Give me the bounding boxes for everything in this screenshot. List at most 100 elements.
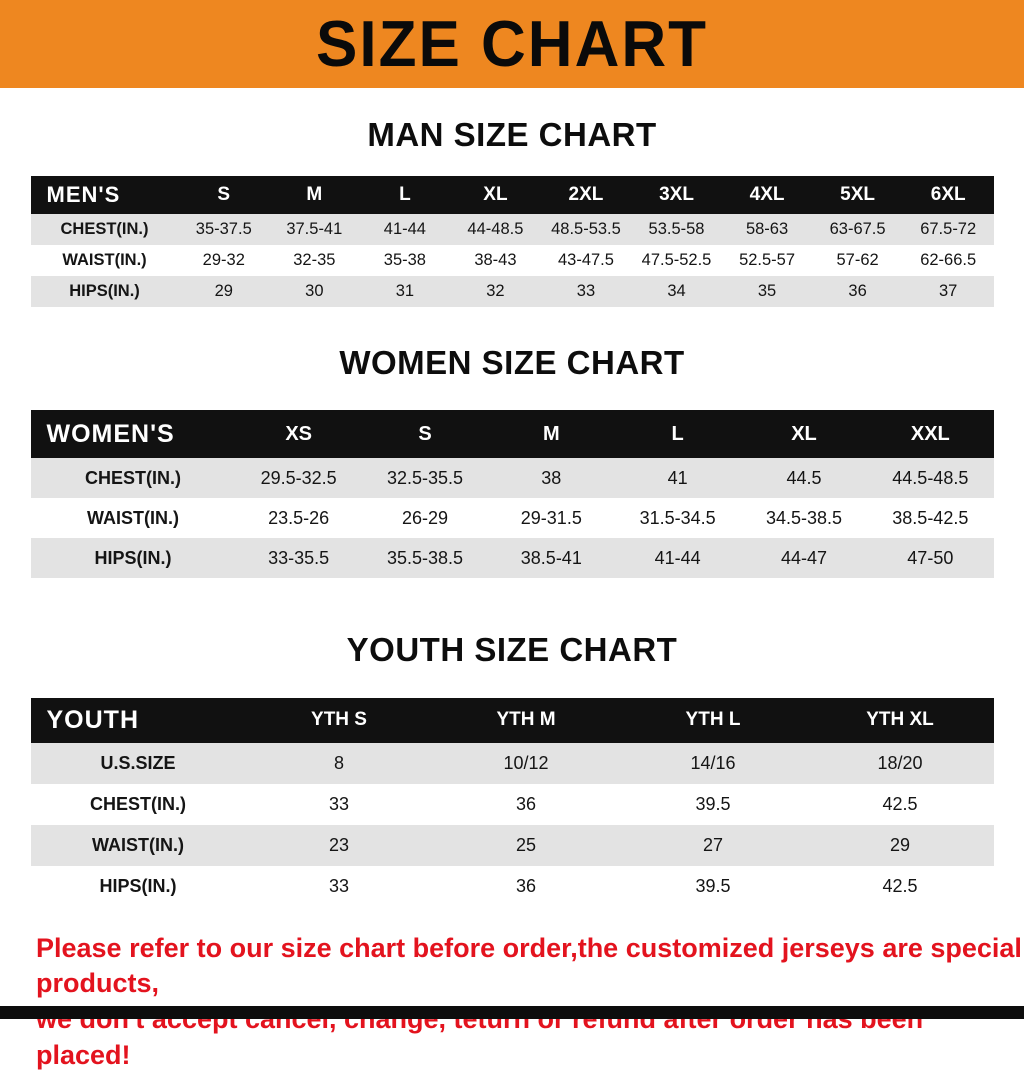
cell: 41-44 [654, 547, 701, 568]
cell: 35.5-38.5 [386, 547, 464, 568]
men-chest-row: CHEST(IN.) 35-37.5 37.5-41 41-44 44-48.5… [30, 213, 994, 245]
cell: 52.5-57 [739, 250, 796, 269]
cell: 30 [305, 281, 324, 300]
cell: 36 [848, 281, 867, 300]
women-size-table: WOMEN'S XS S M L XL XXL CHEST(IN.) 29.5-… [30, 410, 994, 579]
men-table-header-row: MEN'S S M L XL 2XL 3XL 4XL 5XL 6XL [30, 175, 994, 214]
cell: 41-44 [383, 219, 426, 238]
cell: 29-32 [202, 250, 245, 269]
row-label: CHEST(IN.) [90, 793, 186, 814]
cell: 35-37.5 [195, 219, 252, 238]
row-label: WAIST(IN.) [92, 834, 184, 855]
row-label: HIPS(IN.) [69, 281, 140, 300]
cell: 37 [939, 281, 958, 300]
cell: 23 [328, 834, 350, 855]
cell: 53.5-58 [648, 219, 705, 238]
youth-table-title: YOUTH [30, 697, 246, 743]
youth-ussize-row: U.S.SIZE 8 10/12 14/16 18/20 [30, 742, 994, 784]
youth-column-header: YTH L [619, 697, 807, 743]
cell: 57-62 [836, 250, 879, 269]
row-label: CHEST(IN.) [60, 219, 149, 238]
youth-hips-row: HIPS(IN.) 33 36 39.5 42.5 [31, 866, 994, 907]
section-youth: YOUTH SIZE CHART YOUTH YTH S YTH M YTH L… [0, 630, 1024, 907]
cell: 8 [333, 752, 344, 773]
men-column-header: M [269, 175, 360, 214]
cell: 32.5-35.5 [386, 467, 464, 488]
women-column-header: S [361, 410, 489, 459]
men-column-header: 5XL [812, 175, 903, 214]
men-column-header: XL [450, 175, 541, 214]
disclaimer-note: Please refer to our size chart before or… [36, 931, 1024, 1073]
cell: 62-66.5 [920, 250, 977, 269]
cell: 38.5-41 [520, 547, 582, 568]
cell: 33 [328, 875, 350, 896]
men-section-heading: MAN SIZE CHART [367, 116, 657, 153]
cell: 33-35.5 [268, 547, 330, 568]
cell: 37.5-41 [286, 219, 343, 238]
cell: 47.5-52.5 [641, 250, 712, 269]
men-column-header: 4XL [721, 175, 813, 214]
cell: 18/20 [877, 752, 923, 773]
men-column-header: 3XL [631, 175, 722, 214]
cell: 32 [486, 281, 505, 300]
bottom-bar [0, 1006, 1024, 1019]
row-label: WAIST(IN.) [62, 250, 147, 269]
men-column-header: 2XL [540, 175, 632, 214]
women-table-header-row: WOMEN'S XS S M L XL XXL [30, 410, 994, 459]
section-men: MAN SIZE CHART MEN'S S M L XL 2XL 3XL 4X… [0, 115, 1024, 307]
men-column-header: 6XL [902, 175, 994, 214]
women-waist-row: WAIST(IN.) 23.5-26 26-29 29-31.5 31.5-34… [31, 498, 994, 538]
cell: 33 [328, 793, 350, 814]
cell: 14/16 [690, 752, 736, 773]
row-label: HIPS(IN.) [94, 547, 172, 568]
row-label: CHEST(IN.) [85, 467, 181, 488]
women-column-header: XS [235, 410, 362, 459]
youth-column-header: YTH XL [806, 697, 994, 743]
cell: 31.5-34.5 [639, 507, 716, 528]
disclaimer-line-1: Please refer to our size chart before or… [36, 932, 1022, 999]
cell: 34 [667, 281, 686, 300]
cell: 38 [541, 467, 562, 488]
cell: 23.5-26 [268, 507, 330, 528]
cell: 31 [395, 281, 415, 300]
cell: 67.5-72 [920, 219, 977, 238]
women-column-header: XXL [867, 410, 994, 459]
women-table-title: WOMEN'S [30, 410, 236, 459]
cell: 44.5 [786, 467, 822, 488]
cell: 29 [889, 834, 911, 855]
cell: 33 [576, 281, 596, 300]
cell: 44-48.5 [467, 219, 524, 238]
cell: 48.5-53.5 [551, 219, 621, 238]
men-waist-row: WAIST(IN.) 29-32 32-35 35-38 38-43 43-47… [31, 245, 994, 276]
women-chest-row: CHEST(IN.) 29.5-32.5 32.5-35.5 38 41 44.… [30, 458, 994, 499]
youth-section-heading: YOUTH SIZE CHART [346, 631, 678, 669]
cell: 35 [757, 281, 777, 300]
cell: 29.5-32.5 [260, 467, 337, 488]
cell: 39.5 [695, 875, 731, 896]
youth-size-table: YOUTH YTH S YTH M YTH L YTH XL U.S.SIZE … [30, 697, 994, 907]
cell: 47-50 [907, 547, 954, 568]
women-column-header: L [614, 410, 741, 459]
youth-chest-row: CHEST(IN.) 33 36 39.5 42.5 [31, 784, 994, 825]
cell: 38-43 [474, 250, 517, 269]
men-column-header: S [178, 175, 270, 214]
women-section-heading: WOMEN SIZE CHART [339, 343, 685, 381]
cell: 42.5 [882, 793, 918, 814]
cell: 44.5-48.5 [892, 467, 969, 488]
cell: 27 [702, 834, 724, 855]
youth-column-header: YTH M [432, 697, 620, 743]
cell: 10/12 [503, 752, 549, 773]
cell: 43-47.5 [557, 250, 614, 269]
women-column-header: XL [740, 410, 868, 459]
youth-waist-row: WAIST(IN.) 23 25 27 29 [30, 824, 994, 866]
youth-column-header: YTH S [245, 697, 433, 743]
men-hips-row: HIPS(IN.) 29 30 31 32 33 34 35 36 37 [30, 275, 994, 307]
cell: 26-29 [401, 507, 449, 528]
men-size-table: MEN'S S M L XL 2XL 3XL 4XL 5XL 6XL CHEST… [30, 175, 994, 307]
section-women: WOMEN SIZE CHART WOMEN'S XS S M L XL XXL… [0, 343, 1024, 579]
cell: 29 [214, 281, 233, 300]
cell: 44-47 [780, 547, 827, 568]
row-label: WAIST(IN.) [87, 507, 179, 528]
row-label: U.S.SIZE [100, 752, 176, 773]
cell: 39.5 [695, 793, 731, 814]
